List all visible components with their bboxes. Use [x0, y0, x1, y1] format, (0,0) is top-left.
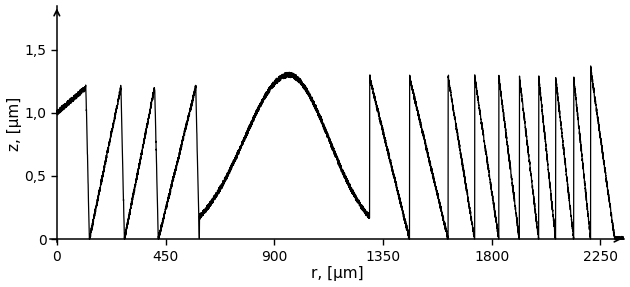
X-axis label: r, [μm]: r, [μm]	[311, 266, 364, 281]
Y-axis label: z, [μm]: z, [μm]	[7, 96, 21, 151]
